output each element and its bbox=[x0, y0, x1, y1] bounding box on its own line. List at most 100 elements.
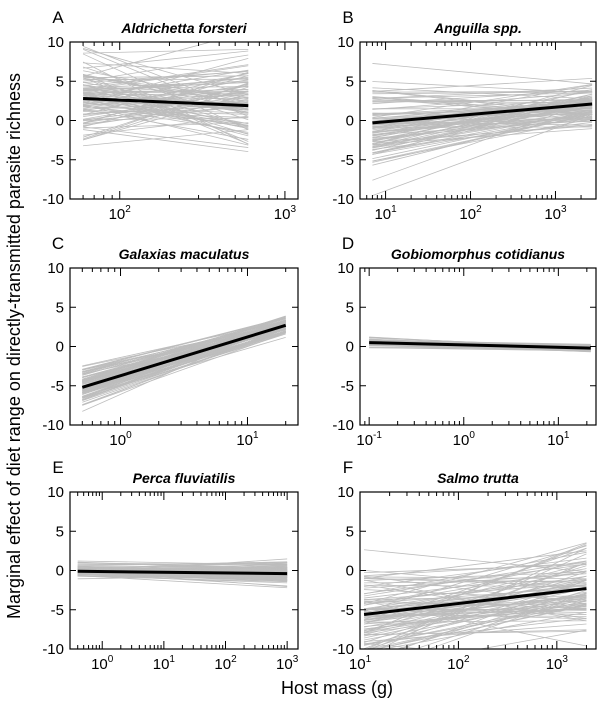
panel-a: 10 5 0 -5 -10 102 103 A Aldrichetta forsteri bbox=[42, 8, 299, 223]
panel-title: Aldrichetta forsteri bbox=[120, 20, 247, 36]
x-tick-label: 101 bbox=[547, 430, 570, 449]
y-tick-label: 10 bbox=[337, 484, 354, 501]
x-tick-label: 103 bbox=[274, 204, 297, 223]
sample-line bbox=[364, 549, 587, 573]
x-tick-label: 101 bbox=[374, 204, 397, 223]
y-tick-label: -10 bbox=[42, 191, 64, 208]
panel-letter: A bbox=[52, 8, 64, 27]
sample-line bbox=[77, 575, 288, 583]
sample-line bbox=[364, 620, 587, 623]
y-tick-label: -10 bbox=[332, 417, 354, 434]
sample-line bbox=[364, 578, 587, 603]
sample-line bbox=[83, 69, 249, 98]
sample-line bbox=[364, 580, 587, 584]
sample-line bbox=[427, 593, 587, 649]
sample-line bbox=[83, 48, 249, 54]
y-axis-label: Marginal effect of diet range on directl… bbox=[4, 73, 24, 619]
y-tick-label: 5 bbox=[346, 73, 354, 90]
y-tick-label: 10 bbox=[337, 260, 354, 277]
sample-line bbox=[83, 62, 249, 74]
sample-lines bbox=[82, 315, 286, 412]
sample-line bbox=[364, 576, 587, 580]
sample-line bbox=[83, 129, 249, 152]
sample-line bbox=[364, 557, 587, 587]
panel-letter: E bbox=[52, 458, 63, 477]
y-tick-label: 5 bbox=[56, 73, 64, 90]
x-tick-label: 101 bbox=[153, 654, 176, 673]
x-tick-label: 101 bbox=[349, 654, 372, 673]
sample-line bbox=[82, 42, 213, 77]
panel-title: Gobiomorphus cotidianus bbox=[391, 246, 565, 262]
panel-letter: B bbox=[342, 8, 353, 27]
sample-line bbox=[363, 543, 587, 634]
x-tick-label: 100 bbox=[91, 654, 114, 673]
sample-line bbox=[364, 564, 587, 574]
sample-line bbox=[83, 105, 249, 133]
sample-line bbox=[372, 103, 593, 136]
x-tick-label: 101 bbox=[236, 430, 259, 449]
sample-line bbox=[372, 92, 593, 99]
y-tick-label: 5 bbox=[56, 299, 64, 316]
panel-b: 10 5 0 -5 -10 101 102 103 B Anguilla spp. bbox=[332, 8, 597, 223]
y-tick-label: 5 bbox=[346, 299, 354, 316]
sample-line bbox=[77, 572, 288, 580]
sample-line bbox=[372, 102, 593, 115]
panel-letter: D bbox=[342, 234, 354, 253]
y-tick-label: 10 bbox=[47, 260, 64, 277]
sample-line bbox=[372, 101, 593, 104]
x-tick-label: 103 bbox=[546, 654, 569, 673]
sample-line bbox=[372, 120, 593, 136]
sample-line bbox=[83, 105, 249, 126]
x-tick-label: 102 bbox=[214, 654, 237, 673]
sample-line bbox=[363, 600, 587, 646]
sample-line bbox=[83, 109, 249, 115]
y-tick-label: 0 bbox=[346, 113, 354, 130]
sample-line bbox=[364, 589, 587, 601]
sample-line bbox=[372, 114, 593, 196]
sample-line bbox=[364, 587, 587, 604]
y-tick-label: -5 bbox=[51, 152, 64, 169]
sample-line bbox=[363, 560, 587, 606]
sample-line bbox=[77, 575, 288, 589]
panel-letter: C bbox=[52, 234, 64, 253]
sample-line bbox=[372, 124, 593, 144]
sample-line bbox=[372, 118, 593, 162]
y-tick-label: -10 bbox=[42, 417, 64, 434]
x-tick-label: 102 bbox=[447, 654, 470, 673]
sample-line bbox=[372, 93, 593, 147]
y-tick-label: -5 bbox=[341, 602, 354, 619]
x-tick-label: 10-1 bbox=[356, 430, 382, 449]
sample-line bbox=[372, 95, 593, 155]
sample-lines bbox=[82, 42, 249, 152]
sample-line bbox=[82, 104, 249, 146]
panel-letter: F bbox=[343, 458, 353, 477]
x-axis-label: Host mass (g) bbox=[281, 678, 393, 698]
sample-line bbox=[83, 122, 249, 129]
sample-line bbox=[83, 86, 249, 105]
sample-line bbox=[364, 571, 587, 599]
sample-line bbox=[363, 571, 587, 643]
mean-line bbox=[369, 341, 591, 350]
sample-line bbox=[82, 323, 286, 375]
sample-line bbox=[82, 317, 286, 371]
sample-line bbox=[83, 129, 249, 147]
sample-line bbox=[372, 121, 593, 126]
panel-title: Anguilla spp. bbox=[433, 20, 522, 36]
x-tick-label: 100 bbox=[453, 430, 476, 449]
sample-line bbox=[364, 599, 587, 630]
sample-line bbox=[82, 46, 249, 111]
sample-line bbox=[83, 81, 249, 91]
mean-line bbox=[83, 97, 249, 108]
sample-line bbox=[77, 563, 288, 566]
sample-line bbox=[364, 594, 587, 621]
sample-line bbox=[82, 316, 286, 380]
sample-line bbox=[363, 587, 587, 637]
sample-line bbox=[83, 50, 249, 69]
y-tick-label: 5 bbox=[346, 523, 354, 540]
y-tick-label: -10 bbox=[332, 191, 354, 208]
y-tick-label: 5 bbox=[56, 523, 64, 540]
sample-line bbox=[372, 90, 593, 93]
sample-line bbox=[372, 112, 593, 119]
panel-c: 10 5 0 -5 -10 100 101 C Galaxias maculatus bbox=[42, 234, 299, 449]
